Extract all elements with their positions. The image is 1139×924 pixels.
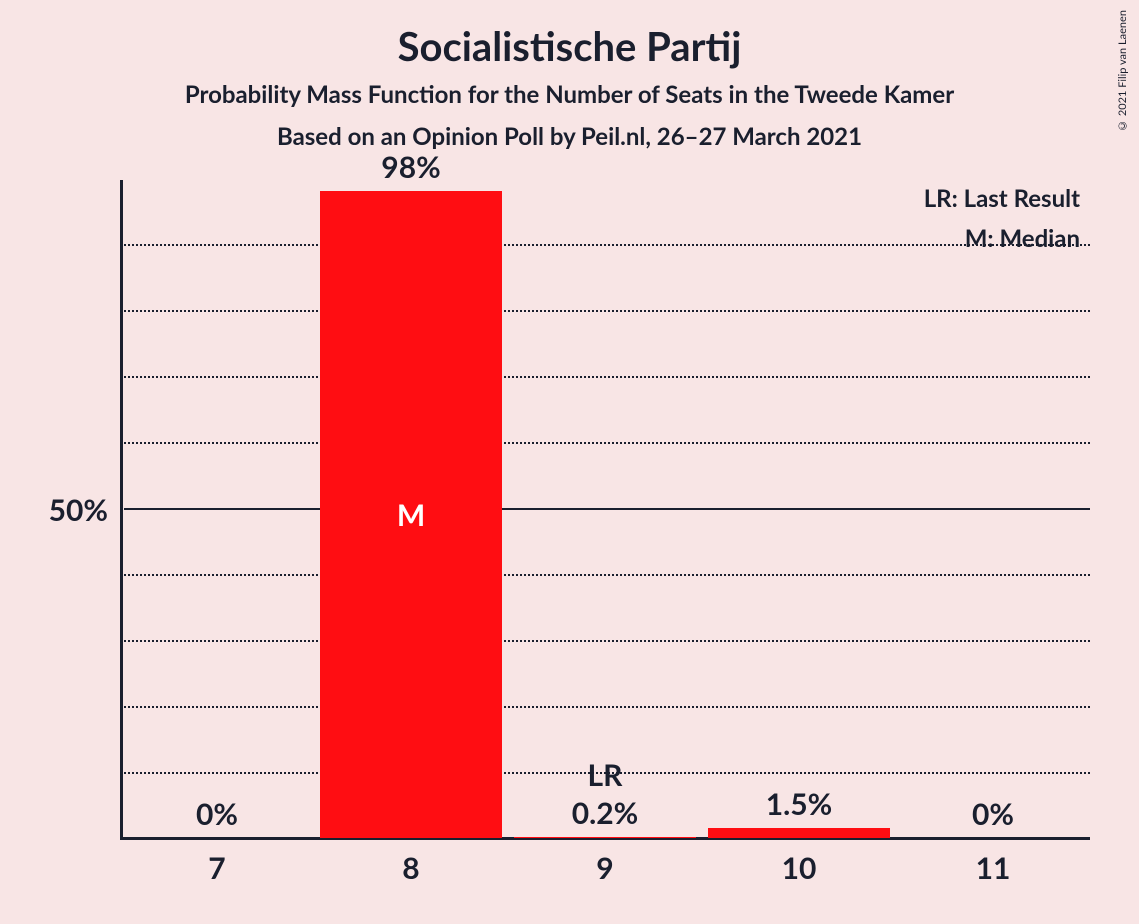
legend-last-result: LR: Last Result [924,184,1080,213]
bar-value-label: 1.5% [708,786,890,822]
x-axis-tick-label: 11 [902,850,1084,886]
gridline-minor [124,706,1090,708]
chart-title: Socialistische Partij [0,22,1139,70]
gridline-minor [124,640,1090,642]
bar-value-label: 0.2% [514,795,696,831]
gridline-minor [124,574,1090,576]
gridline-minor [124,244,1090,246]
bar: M [320,191,502,838]
bar-value-label: 0% [126,796,308,832]
x-axis-tick-label: 8 [320,850,502,886]
bar [514,837,696,838]
bar [708,828,890,838]
last-result-marker: LR [514,757,696,793]
bar-value-label: 0% [902,796,1084,832]
x-axis-tick-label: 10 [708,850,890,886]
bar-value-label: 98% [320,149,502,185]
copyright-text: © 2021 Filip van Laenen [1116,10,1129,132]
chart-subtitle-1: Probability Mass Function for the Number… [0,80,1139,109]
gridline-minor [124,442,1090,444]
gridline-major [124,508,1090,510]
y-axis-tick-label: 50% [49,492,108,528]
y-axis [120,180,123,840]
chart-subtitle-2: Based on an Opinion Poll by Peil.nl, 26–… [0,122,1139,151]
chart-plot-area: LR: Last Result M: Median 50%0%7M98%80.2… [120,180,1090,840]
legend-median: M: Median [965,224,1080,253]
gridline-minor [124,310,1090,312]
x-axis-tick-label: 7 [126,850,308,886]
gridline-minor [124,376,1090,378]
x-axis-tick-label: 9 [514,850,696,886]
median-marker: M [320,497,502,533]
